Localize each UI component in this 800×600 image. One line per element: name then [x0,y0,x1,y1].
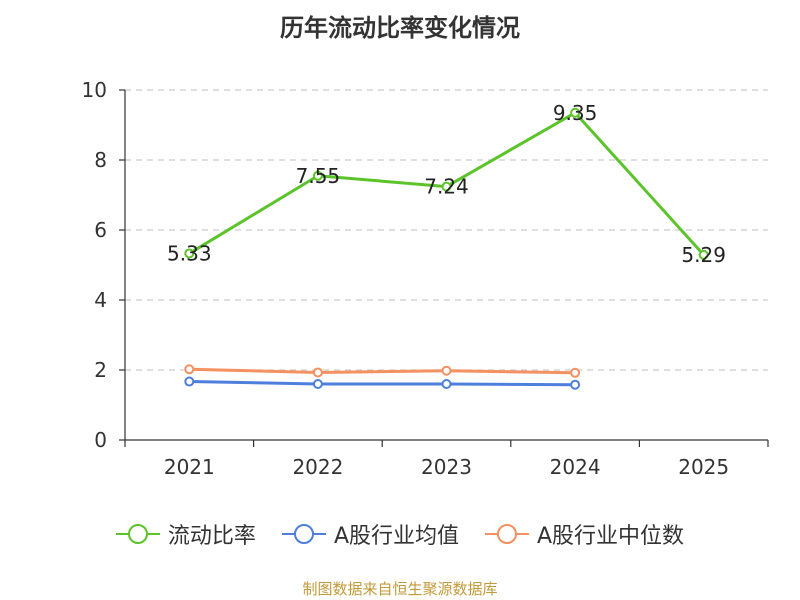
chart-legend: 流动比率 A股行业均值 A股行业中位数 [0,518,800,550]
data-point [441,365,452,376]
data-point [312,367,323,378]
data-point [312,379,323,389]
data-point [441,181,452,192]
data-point [184,376,195,387]
legend-item[interactable]: A股行业中位数 [485,518,684,550]
legend-marker-icon [281,524,326,544]
data-point [570,107,581,118]
y-tick-label: 8 [94,148,107,172]
data-point [698,249,709,260]
data-source-note: 制图数据来自恒生聚源数据库 [302,580,498,598]
legend-label: A股行业均值 [333,524,459,549]
series-line-3 [189,367,576,375]
data-point [184,364,195,375]
data-point [184,248,195,259]
legend-label: 流动比率 [167,524,256,549]
data-point [570,379,581,390]
legend-item[interactable]: A股行业均值 [281,518,459,550]
y-tick-label: 0 [94,428,107,452]
data-label: 5.29 [681,243,726,267]
data-point [312,170,323,181]
x-tick-label: 2021 [164,455,215,479]
series-line-2 [189,380,576,387]
legend-marker-icon [115,524,160,544]
x-tick-label: 2025 [678,455,729,479]
x-tick-label: 2023 [421,455,472,479]
data-label: 7.24 [424,175,469,199]
y-tick-label: 10 [82,78,107,102]
data-label: 9.35 [553,101,598,125]
data-point [570,367,581,378]
y-tick-label: 6 [94,218,107,242]
data-point [441,379,452,389]
x-tick-label: 2024 [550,455,601,479]
chart-title: 历年流动比率变化情况 [280,14,520,42]
data-label: 7.55 [296,164,341,188]
y-tick-label: 4 [94,288,107,312]
y-tick-label: 2 [94,358,107,382]
legend-item[interactable]: 流动比率 [115,518,256,550]
x-tick-label: 2022 [292,455,343,479]
data-label: 5.33 [167,241,212,265]
legend-label: A股行业中位数 [537,524,685,549]
legend-marker-icon [485,524,529,544]
